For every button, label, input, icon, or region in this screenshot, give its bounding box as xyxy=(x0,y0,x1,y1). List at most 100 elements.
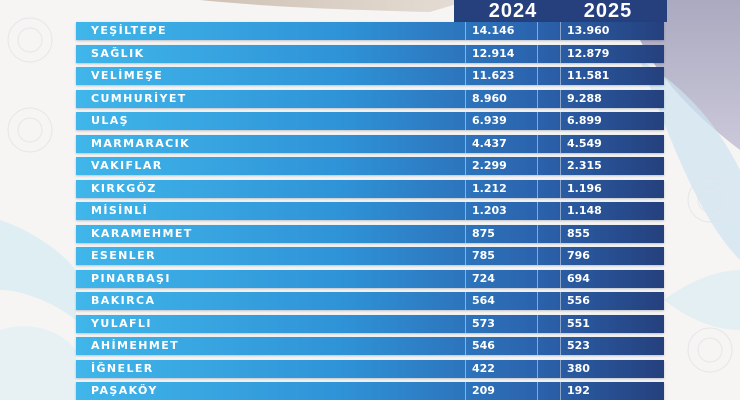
table-row: CUMHURİYET 8.960 9.288 xyxy=(76,89,664,108)
row-name: CUMHURİYET xyxy=(91,91,187,105)
column-divider xyxy=(465,44,466,63)
value-2024: 6.939 xyxy=(472,114,507,127)
column-divider xyxy=(537,314,538,333)
row-name: VAKIFLAR xyxy=(91,159,163,172)
value-2025: 551 xyxy=(567,316,590,330)
column-divider xyxy=(537,292,538,310)
column-divider xyxy=(465,202,466,220)
column-divider xyxy=(465,224,466,243)
table-row: KARAMEHMET 875 855 xyxy=(76,224,664,243)
column-divider xyxy=(465,292,466,310)
value-2025: 11.581 xyxy=(567,69,610,82)
table-row: PAŞAKÖY 209 192 xyxy=(76,382,664,400)
column-divider xyxy=(537,89,538,108)
column-divider xyxy=(537,157,538,175)
value-2024: 1.203 xyxy=(472,204,507,217)
table-row: AHİMEHMET 546 523 xyxy=(76,337,664,355)
column-divider xyxy=(465,314,466,333)
row-name: AHİMEHMET xyxy=(91,339,180,352)
table-row: PINARBAŞI 724 694 xyxy=(76,269,664,288)
column-divider xyxy=(560,359,561,378)
row-name: SAĞLIK xyxy=(91,46,145,60)
column-divider xyxy=(560,157,561,175)
value-2024: 875 xyxy=(472,226,495,240)
row-name: ESENLER xyxy=(91,249,156,262)
value-2025: 796 xyxy=(567,249,590,262)
value-2024: 12.914 xyxy=(472,46,515,60)
column-divider xyxy=(465,359,466,378)
value-2025: 1.196 xyxy=(567,181,602,195)
table-row: YULAFLI 573 551 xyxy=(76,314,664,333)
value-2024: 546 xyxy=(472,339,495,352)
column-divider xyxy=(560,382,561,400)
value-2025: 380 xyxy=(567,361,590,375)
column-divider xyxy=(537,44,538,63)
row-name: BAKIRCA xyxy=(91,294,156,307)
row-name: KIRKGÖZ xyxy=(91,181,157,195)
column-divider xyxy=(537,202,538,220)
year-header-2025: 2025 xyxy=(549,0,667,22)
table-row: SAĞLIK 12.914 12.879 xyxy=(76,44,664,63)
column-divider xyxy=(537,337,538,355)
column-divider xyxy=(465,382,466,400)
row-name: MARMARACIK xyxy=(91,136,191,150)
table-row: ULAŞ 6.939 6.899 xyxy=(76,112,664,130)
row-name: YULAFLI xyxy=(91,316,152,330)
value-2025: 9.288 xyxy=(567,91,602,105)
column-divider xyxy=(465,337,466,355)
value-2025: 556 xyxy=(567,294,590,307)
value-2024: 209 xyxy=(472,384,495,397)
column-divider xyxy=(560,67,561,85)
value-2024: 8.960 xyxy=(472,91,507,105)
row-name: YEŞİLTEPE xyxy=(91,24,167,37)
value-2024: 785 xyxy=(472,249,495,262)
value-2025: 694 xyxy=(567,271,590,285)
value-2025: 523 xyxy=(567,339,590,352)
row-name: VELİMEŞE xyxy=(91,69,164,82)
column-divider xyxy=(465,179,466,198)
row-name: İĞNELER xyxy=(91,361,154,375)
column-divider xyxy=(560,247,561,265)
value-2024: 564 xyxy=(472,294,495,307)
column-divider xyxy=(537,224,538,243)
value-2024: 4.437 xyxy=(472,136,507,150)
column-divider xyxy=(537,382,538,400)
column-divider xyxy=(560,314,561,333)
column-divider xyxy=(560,89,561,108)
value-2024: 1.212 xyxy=(472,181,507,195)
table-row: MİSİNLİ 1.203 1.148 xyxy=(76,202,664,220)
value-2025: 4.549 xyxy=(567,136,602,150)
table-row: İĞNELER 422 380 xyxy=(76,359,664,378)
column-divider xyxy=(537,359,538,378)
column-divider xyxy=(560,292,561,310)
value-2024: 14.146 xyxy=(472,24,515,37)
row-name: KARAMEHMET xyxy=(91,226,193,240)
column-divider xyxy=(537,179,538,198)
value-2025: 6.899 xyxy=(567,114,602,127)
value-2024: 573 xyxy=(472,316,495,330)
table-row: VAKIFLAR 2.299 2.315 xyxy=(76,157,664,175)
table-row: KIRKGÖZ 1.212 1.196 xyxy=(76,179,664,198)
value-2025: 12.879 xyxy=(567,46,610,60)
column-divider xyxy=(537,67,538,85)
column-divider xyxy=(465,67,466,85)
value-2025: 2.315 xyxy=(567,159,602,172)
column-divider xyxy=(560,22,561,40)
value-2025: 1.148 xyxy=(567,204,602,217)
column-divider xyxy=(560,44,561,63)
table-row: VELİMEŞE 11.623 11.581 xyxy=(76,67,664,85)
column-divider xyxy=(560,202,561,220)
column-divider xyxy=(537,134,538,153)
column-divider xyxy=(465,269,466,288)
column-divider xyxy=(537,112,538,130)
table-row: MARMARACIK 4.437 4.549 xyxy=(76,134,664,153)
table-row: BAKIRCA 564 556 xyxy=(76,292,664,310)
value-2024: 422 xyxy=(472,361,495,375)
value-2024: 724 xyxy=(472,271,495,285)
value-2025: 192 xyxy=(567,384,590,397)
row-name: MİSİNLİ xyxy=(91,204,149,217)
value-2024: 11.623 xyxy=(472,69,515,82)
